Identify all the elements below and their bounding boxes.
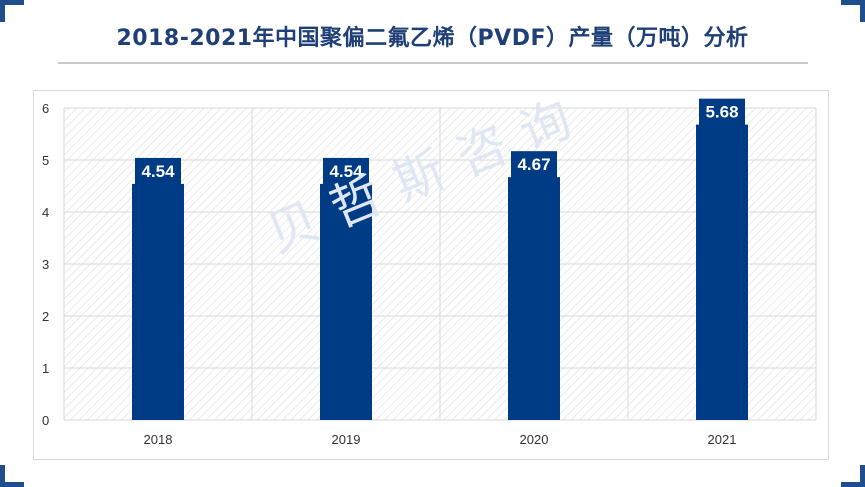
y-tick-label: 6 xyxy=(42,101,49,116)
bar-2019 xyxy=(320,183,372,420)
corner-accent-bottom-right-v xyxy=(860,465,865,487)
gridlines xyxy=(63,107,817,421)
x-tick-label: 2019 xyxy=(332,432,361,447)
corner-accent-top-right-v xyxy=(860,0,865,22)
y-axis: 0 1 2 3 4 5 6 xyxy=(42,101,49,428)
y-tick-label: 4 xyxy=(42,205,49,220)
bars: 4.54 4.54 4.67 5.68 xyxy=(132,98,748,420)
bar-chart: 0 1 2 3 4 5 6 4.54 4.54 4.67 5.68 2018 2019 2020 202… xyxy=(42,98,817,447)
corner-accent-top-left-h xyxy=(0,0,24,5)
data-label-2021: 5.68 xyxy=(705,103,738,122)
bar-2020 xyxy=(508,177,560,420)
y-tick-label: 3 xyxy=(42,257,49,272)
data-label-2018: 4.54 xyxy=(141,162,175,181)
title-divider xyxy=(58,62,808,64)
data-label-box xyxy=(323,157,369,186)
y-tick-label: 2 xyxy=(42,309,49,324)
x-tick-label: 2018 xyxy=(144,432,173,447)
corner-accent-bottom-left-h xyxy=(0,482,24,487)
corner-accent-top-right-h xyxy=(841,0,865,5)
y-tick-label: 0 xyxy=(42,413,49,428)
data-label-box xyxy=(699,98,745,127)
data-label-box xyxy=(511,151,557,180)
y-tick-label: 5 xyxy=(42,153,49,168)
data-label-2020: 4.67 xyxy=(517,155,550,174)
bar-2021 xyxy=(696,124,748,420)
data-label-box xyxy=(135,157,181,186)
data-label-2019: 4.54 xyxy=(329,162,363,181)
corner-accent-top-left-v xyxy=(0,0,5,22)
corner-accent-bottom-right-h xyxy=(841,482,865,487)
y-tick-label: 1 xyxy=(42,361,49,376)
chart-frame: 0 1 2 3 4 5 6 4.54 4.54 4.67 5.68 2018 2019 2020 202… xyxy=(33,90,829,460)
x-tick-label: 2020 xyxy=(520,432,549,447)
bar-2018 xyxy=(132,183,184,420)
corner-accent-bottom-left-v xyxy=(0,465,5,487)
x-tick-label: 2021 xyxy=(708,432,737,447)
page-title: 2018-2021年中国聚偏二氟乙烯（PVDF）产量（万吨）分析 xyxy=(116,26,749,51)
x-axis: 2018 2019 2020 2021 xyxy=(144,432,737,447)
